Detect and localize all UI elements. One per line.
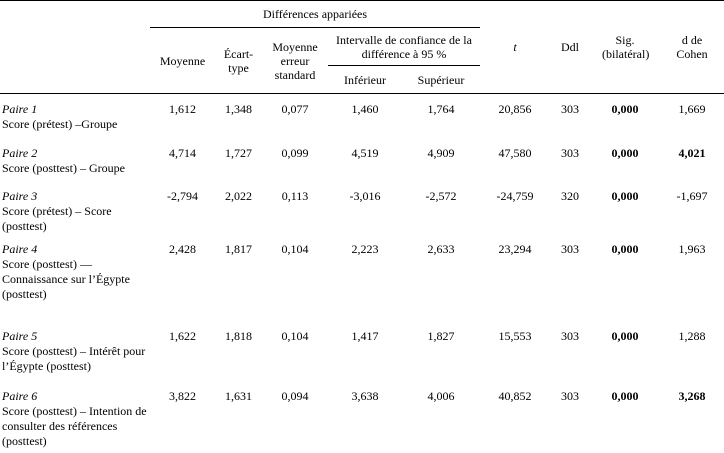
cell: 303 (561, 241, 580, 256)
cell: -2,794 (167, 188, 198, 203)
cell: 4,909 (427, 145, 455, 160)
pair-description: Score (posttest) – Groupe (2, 160, 125, 175)
cell: 303 (561, 388, 580, 403)
col-header: Écart-type (215, 27, 262, 94)
cell: 0,113 (281, 188, 309, 203)
cell: 2,633 (427, 241, 455, 256)
col-header: d de Cohen (660, 0, 724, 94)
cell: -3,016 (349, 188, 381, 203)
cell: 0,000 (611, 145, 639, 160)
cell: 1,460 (351, 102, 379, 116)
cell: -1,697 (676, 188, 708, 203)
table-row: Paire 4 Score (posttest) — Connaissance s… (0, 234, 724, 321)
cell: 303 (561, 145, 580, 160)
header-row: Inférieur Supérieur (0, 65, 724, 94)
cell: 1,622 (169, 328, 196, 343)
table-body: Paire 1 Score (prétest) –Groupe 1,612 1,348… (0, 94, 724, 453)
cell: 1,417 (351, 328, 379, 343)
cell: 0,077 (281, 102, 309, 116)
cell: 15,553 (498, 328, 532, 343)
pair-description: Score (posttest) – Intention de consulte… (2, 403, 147, 448)
cell: 1,631 (225, 388, 252, 403)
pair-description: Score (prétest) – Score (posttest) (2, 203, 112, 233)
table-row: Paire 3 Score (prétest) – Score (posttest… (0, 181, 724, 234)
cell: 1,669 (678, 102, 706, 116)
row-label: Paire 1 Score (prétest) –Groupe (0, 94, 150, 138)
table-row: Paire 1 Score (prétest) –Groupe 1,612 1,348… (0, 94, 724, 138)
table-row: Paire 6 Score (posttest) – Intention de c… (0, 381, 724, 453)
pair-name: Paire 2 (2, 145, 38, 160)
cell: 40,852 (498, 388, 532, 403)
cell: 0,000 (611, 241, 639, 256)
cell: 0,104 (281, 328, 309, 343)
cell: 0,000 (611, 328, 639, 343)
col-header: Inférieur (328, 65, 402, 94)
cell: 3,638 (351, 388, 379, 403)
cell: 0,094 (281, 388, 309, 403)
row-label: Paire 3 Score (prétest) – Score (posttest… (0, 181, 150, 234)
col-header: Moyenne (150, 27, 215, 94)
row-label: Paire 6 Score (posttest) – Intention de c… (0, 381, 150, 453)
cell: 0,104 (281, 241, 309, 256)
cell: 4,714 (169, 145, 196, 160)
cell: 3,822 (169, 388, 196, 403)
pair-name: Paire 3 (2, 188, 38, 203)
cell: 2,223 (351, 241, 379, 256)
col-header: t (480, 0, 551, 94)
cell: 4,021 (678, 145, 706, 160)
cell: 1,963 (678, 241, 706, 256)
cell: 0,099 (281, 145, 309, 160)
cell: 1,612 (169, 102, 196, 116)
table-row: Paire 5 Score (posttest) – Intérêt pour l… (0, 321, 724, 381)
cell: -24,759 (496, 188, 534, 203)
pair-name: Paire 5 (2, 328, 38, 343)
cell: 3,268 (678, 388, 706, 403)
row-label: Paire 2 Score (posttest) – Groupe (0, 138, 150, 181)
row-label: Paire 4 Score (posttest) — Connaissance s… (0, 234, 150, 321)
cell: 4,519 (351, 145, 379, 160)
pair-description: Score (posttest) — Connaissance sur l’Ég… (2, 256, 130, 301)
cell: 1,827 (427, 328, 455, 343)
cell: 2,428 (169, 241, 196, 256)
pair-description: Score (posttest) – Intérêt pour l’Égypte… (2, 343, 146, 373)
row-label: Paire 5 Score (posttest) – Intérêt pour l… (0, 321, 150, 381)
cell: 47,580 (498, 145, 532, 160)
cell: 2,022 (225, 188, 252, 203)
col-header: Sig. (bilatéral) (590, 0, 661, 94)
pair-description: Score (prétest) –Groupe (2, 117, 118, 131)
header-row: Moyenne Écart-type Moyenne erreur standa… (0, 27, 724, 94)
cell: 320 (561, 188, 580, 203)
cell: 1,818 (225, 328, 252, 343)
cell: 1,288 (678, 328, 706, 343)
col-header: Ddl (550, 0, 591, 94)
cell: 0,000 (611, 188, 639, 203)
cell: 303 (561, 102, 580, 116)
col-header: Supérieur (402, 65, 481, 94)
cell: 1,727 (225, 145, 252, 160)
cell: 0,000 (611, 388, 639, 403)
pair-name: Paire 1 (2, 102, 38, 116)
col-header: Moyenne erreur standard (262, 27, 328, 94)
cell: 4,006 (427, 388, 455, 403)
header-row: Différences appariées t Ddl Sig. (bilaté… (0, 0, 724, 94)
cell: -2,572 (425, 188, 457, 203)
cell: 1,817 (225, 241, 252, 256)
group-header: Différences appariées (150, 0, 481, 28)
cell: 1,764 (427, 102, 455, 116)
corner (0, 0, 150, 94)
cell: 23,294 (498, 241, 532, 256)
cell: 0,000 (611, 102, 639, 116)
col-header: Intervalle de confiance de la différence… (328, 27, 481, 66)
pair-name: Paire 4 (2, 241, 38, 256)
table-row: Paire 2 Score (posttest) – Groupe 4,714 1,7… (0, 138, 724, 181)
cell: 20,856 (498, 102, 532, 116)
cell: 1,348 (225, 102, 252, 116)
cell: 303 (561, 328, 580, 343)
pair-name: Paire 6 (2, 388, 38, 403)
